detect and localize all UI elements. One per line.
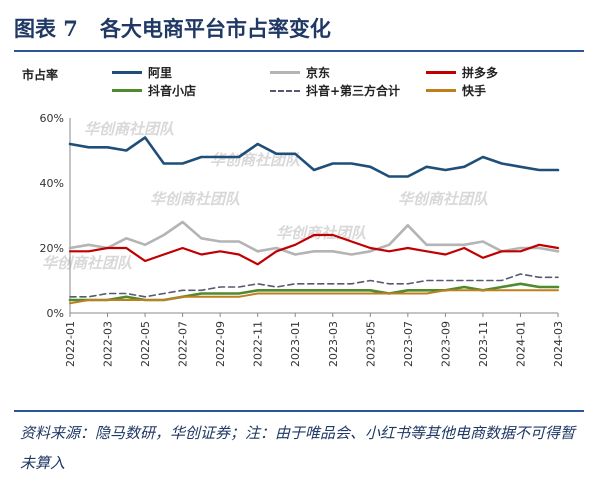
y-axis-label: 市占率 [22, 68, 59, 82]
x-tick-label: 2022-05 [139, 321, 152, 367]
x-tick-label: 2023-11 [477, 321, 490, 367]
legend-item-douyin: 抖音小店 [112, 82, 196, 99]
legend-item-pdd: 拼多多 [426, 64, 498, 81]
legend-swatch-ali [112, 71, 142, 74]
series-line-jd [68, 220, 560, 256]
legend-label-jd: 京东 [306, 66, 331, 80]
legend-label-pdd: 拼多多 [462, 66, 499, 80]
x-tick-label: 2024-01 [514, 321, 527, 367]
series-line-pdd [68, 233, 560, 266]
chart-axes: 0% 20% 40% 60% 2022-01 2022-03 2022-05 2022-07 2… [40, 112, 565, 367]
legend-label-kuaishou: 快手 [462, 84, 487, 98]
source-note: 资料来源：隐马数研，华创证券；注：由于唯品会、小红书等其他电商数据不可得暂未算入 [20, 424, 576, 472]
market-share-line-chart: 华创商社团队 华创商社团队 华创商社团队 华创商社团队 华创商社团队 华创商社团… [40, 112, 565, 367]
x-tick-label: 2023-07 [402, 321, 415, 367]
series-line-kuaishou [69, 289, 559, 305]
x-tick-label: 2022-11 [252, 321, 265, 367]
y-tick-label: 60% [40, 112, 64, 125]
x-tick-label: 2022-01 [64, 321, 77, 367]
legend-item-douyin-third: 抖音+第三方合计 [270, 82, 400, 99]
legend-swatch-jd [270, 71, 300, 74]
figure-title-row: 图表 7 各大电商平台市占率变化 [14, 8, 584, 48]
legend-label-douyin-third: 抖音+第三方合计 [306, 84, 401, 98]
x-tick-label: 2024-03 [552, 321, 565, 367]
watermark-text: 华创商社团队 [210, 151, 301, 169]
chart-series [68, 136, 560, 305]
chart-legend: 阿里 京东 拼多多 抖音小店 抖音+第三方合计 快手 [112, 62, 572, 102]
x-tick-label: 2022-07 [177, 321, 190, 367]
watermark-text: 华创商社团队 [84, 120, 175, 138]
watermark-text: 华创商社团队 [398, 190, 489, 208]
source-divider [14, 410, 584, 412]
x-tick-label: 2022-09 [214, 321, 227, 367]
x-tick-label: 2023-05 [364, 321, 377, 367]
watermark-layer: 华创商社团队 华创商社团队 华创商社团队 华创商社团队 华创商社团队 华创商社团… [42, 120, 489, 272]
y-tick-label: 20% [40, 242, 64, 255]
legend-label-douyin: 抖音小店 [148, 84, 197, 98]
legend-item-ali: 阿里 [112, 64, 172, 81]
legend-item-kuaishou: 快手 [426, 82, 486, 99]
y-tick-label: 40% [40, 177, 64, 190]
watermark-text: 华创商社团队 [150, 190, 241, 208]
figure-title: 各大电商平台市占率变化 [99, 16, 331, 41]
figure-label: 图表 7 [14, 16, 78, 41]
title-divider [14, 50, 584, 52]
x-tick-label: 2022-03 [102, 321, 115, 367]
x-tick-label: 2023-03 [327, 321, 340, 367]
watermark-text: 华创商社团队 [42, 254, 133, 272]
legend-swatch-pdd [426, 71, 456, 74]
legend-swatch-douyin-third [270, 89, 300, 92]
legend-swatch-kuaishou [426, 89, 456, 92]
legend-swatch-douyin [112, 89, 142, 92]
x-tick-label: 2023-09 [439, 321, 452, 367]
series-line-ali [68, 136, 560, 178]
legend-item-jd: 京东 [270, 64, 330, 81]
y-tick-label: 0% [47, 307, 64, 320]
series-line-douyin [68, 282, 560, 302]
legend-label-ali: 阿里 [148, 66, 173, 80]
x-tick-label: 2023-01 [289, 321, 302, 367]
series-line-douyin-third [69, 273, 559, 298]
watermark-text: 华创商社团队 [276, 224, 367, 242]
